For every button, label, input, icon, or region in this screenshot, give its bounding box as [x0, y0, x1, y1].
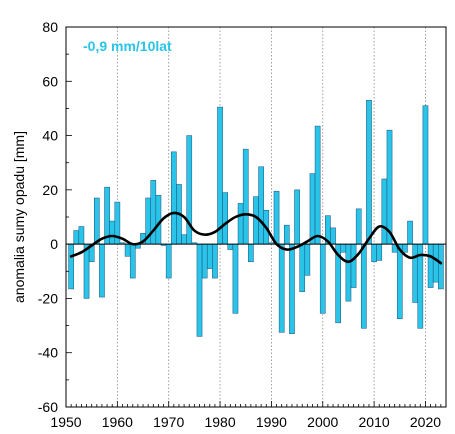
bar-2013 — [386, 129, 393, 245]
bar-1986 — [248, 243, 254, 263]
y-tick-label: -20 — [38, 290, 58, 306]
y-tick-label: 80 — [42, 19, 58, 35]
bar-1953 — [78, 226, 85, 245]
x-tick-label: 2000 — [307, 414, 338, 430]
bar-1957 — [99, 243, 105, 298]
bar-2004 — [340, 243, 347, 253]
bar-1977 — [201, 243, 208, 279]
bar-1963 — [129, 243, 136, 279]
bar-2016 — [402, 243, 408, 253]
bar-1981 — [222, 192, 229, 245]
bar-1991 — [273, 190, 280, 245]
y-tick-label: 40 — [42, 128, 58, 144]
x-tick-label: 1960 — [102, 414, 133, 430]
bar-1984 — [237, 203, 244, 245]
y-tick-label: 20 — [42, 182, 58, 198]
x-tick-label: 2020 — [410, 414, 441, 430]
bar-1979 — [212, 243, 218, 279]
bar-1999 — [314, 125, 321, 245]
bar-1970 — [165, 243, 172, 279]
bar-1978 — [206, 243, 213, 269]
y-tick-label: -40 — [38, 345, 58, 361]
x-tick-label: 2010 — [359, 414, 390, 430]
bar-2017 — [407, 220, 413, 245]
bar-1987 — [253, 196, 259, 245]
bar-2021 — [427, 243, 434, 288]
bar-2005 — [345, 243, 352, 302]
bar-2006 — [350, 243, 357, 288]
bar-1985 — [242, 148, 249, 245]
bar-2008 — [361, 243, 367, 329]
bar-1988 — [258, 166, 264, 245]
bar-2020 — [422, 105, 429, 245]
bar-2010 — [371, 243, 377, 263]
bar-1959 — [109, 220, 116, 245]
x-tick-label: 1990 — [256, 414, 287, 430]
bar-1982 — [227, 243, 234, 250]
bar-1997 — [304, 243, 311, 276]
y-tick-label: 60 — [42, 73, 58, 89]
bar-2002 — [330, 227, 336, 245]
y-tick-label: 0 — [50, 236, 58, 252]
bar-1962 — [124, 243, 131, 257]
bar-1995 — [294, 189, 300, 245]
bar-1998 — [309, 173, 316, 245]
bar-1992 — [278, 243, 285, 333]
bar-1973 — [181, 234, 187, 245]
bar-2018 — [412, 243, 419, 303]
bar-1994 — [289, 243, 295, 334]
bar-1996 — [299, 243, 306, 292]
bar-1951 — [68, 243, 74, 290]
bar-1968 — [155, 195, 162, 245]
bar-1993 — [283, 224, 290, 245]
bar-2023 — [438, 243, 444, 290]
bar-1976 — [196, 243, 203, 337]
y-axis-tick-labels: 80 60 40 20 0 -20 -40 -60 — [38, 19, 58, 415]
axis-ticks — [65, 26, 447, 408]
smoothed-trend-line — [69, 211, 443, 265]
x-tick-label: 1980 — [204, 414, 235, 430]
bar-2022 — [432, 243, 439, 283]
bar-1952 — [73, 230, 80, 245]
bar-2000 — [319, 243, 326, 314]
trend-annotation: -0,9 mm/10lat — [83, 38, 172, 54]
x-axis-tick-labels: 1950 1960 1970 1980 1990 2000 2010 2020 — [50, 414, 441, 430]
bar-2015 — [396, 243, 403, 320]
bar-1980 — [217, 106, 223, 245]
bar-1956 — [93, 197, 100, 245]
y-axis-title: anomalia sumy opadu [mm] — [11, 131, 27, 303]
x-tick-label: 1950 — [50, 414, 81, 430]
bar-1971 — [171, 151, 177, 245]
x-tick-label: 1970 — [153, 414, 184, 430]
y-tick-label: -60 — [38, 399, 58, 415]
bar-1983 — [232, 243, 239, 314]
bar-1954 — [83, 243, 90, 299]
bar-2007 — [355, 208, 362, 245]
bar-2012 — [381, 178, 388, 245]
bar-2011 — [376, 243, 383, 261]
bar-2009 — [366, 100, 372, 245]
